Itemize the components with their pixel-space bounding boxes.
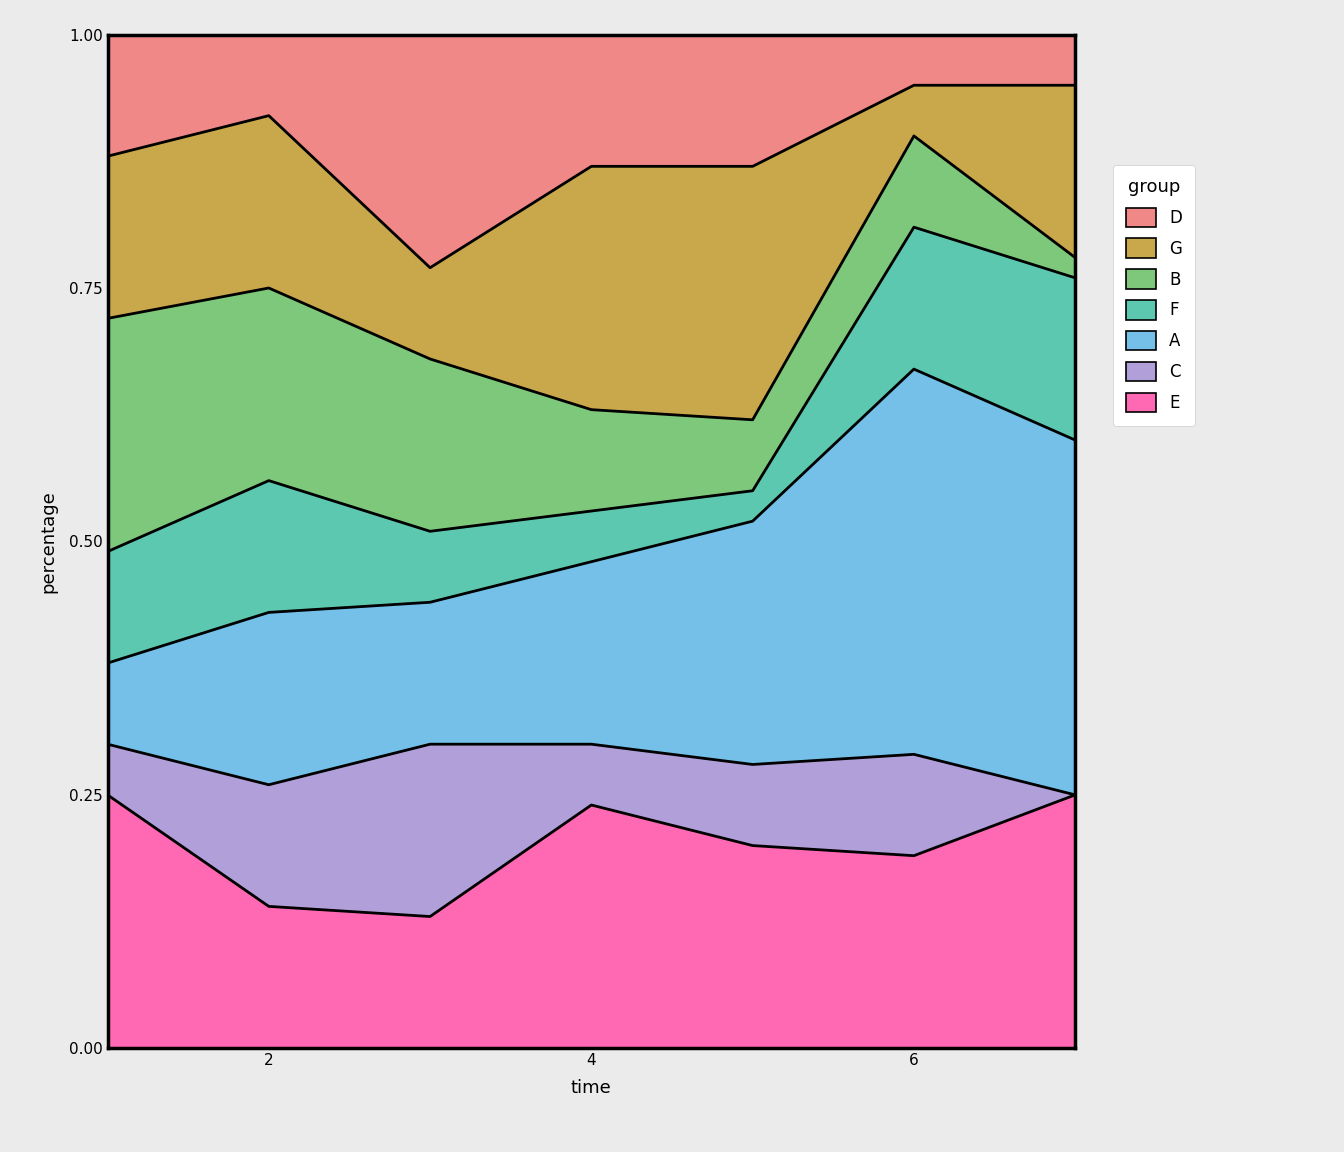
X-axis label: time: time xyxy=(571,1079,612,1098)
Y-axis label: percentage: percentage xyxy=(40,490,58,593)
Legend: D, G, B, F, A, C, E: D, G, B, F, A, C, E xyxy=(1113,165,1195,425)
